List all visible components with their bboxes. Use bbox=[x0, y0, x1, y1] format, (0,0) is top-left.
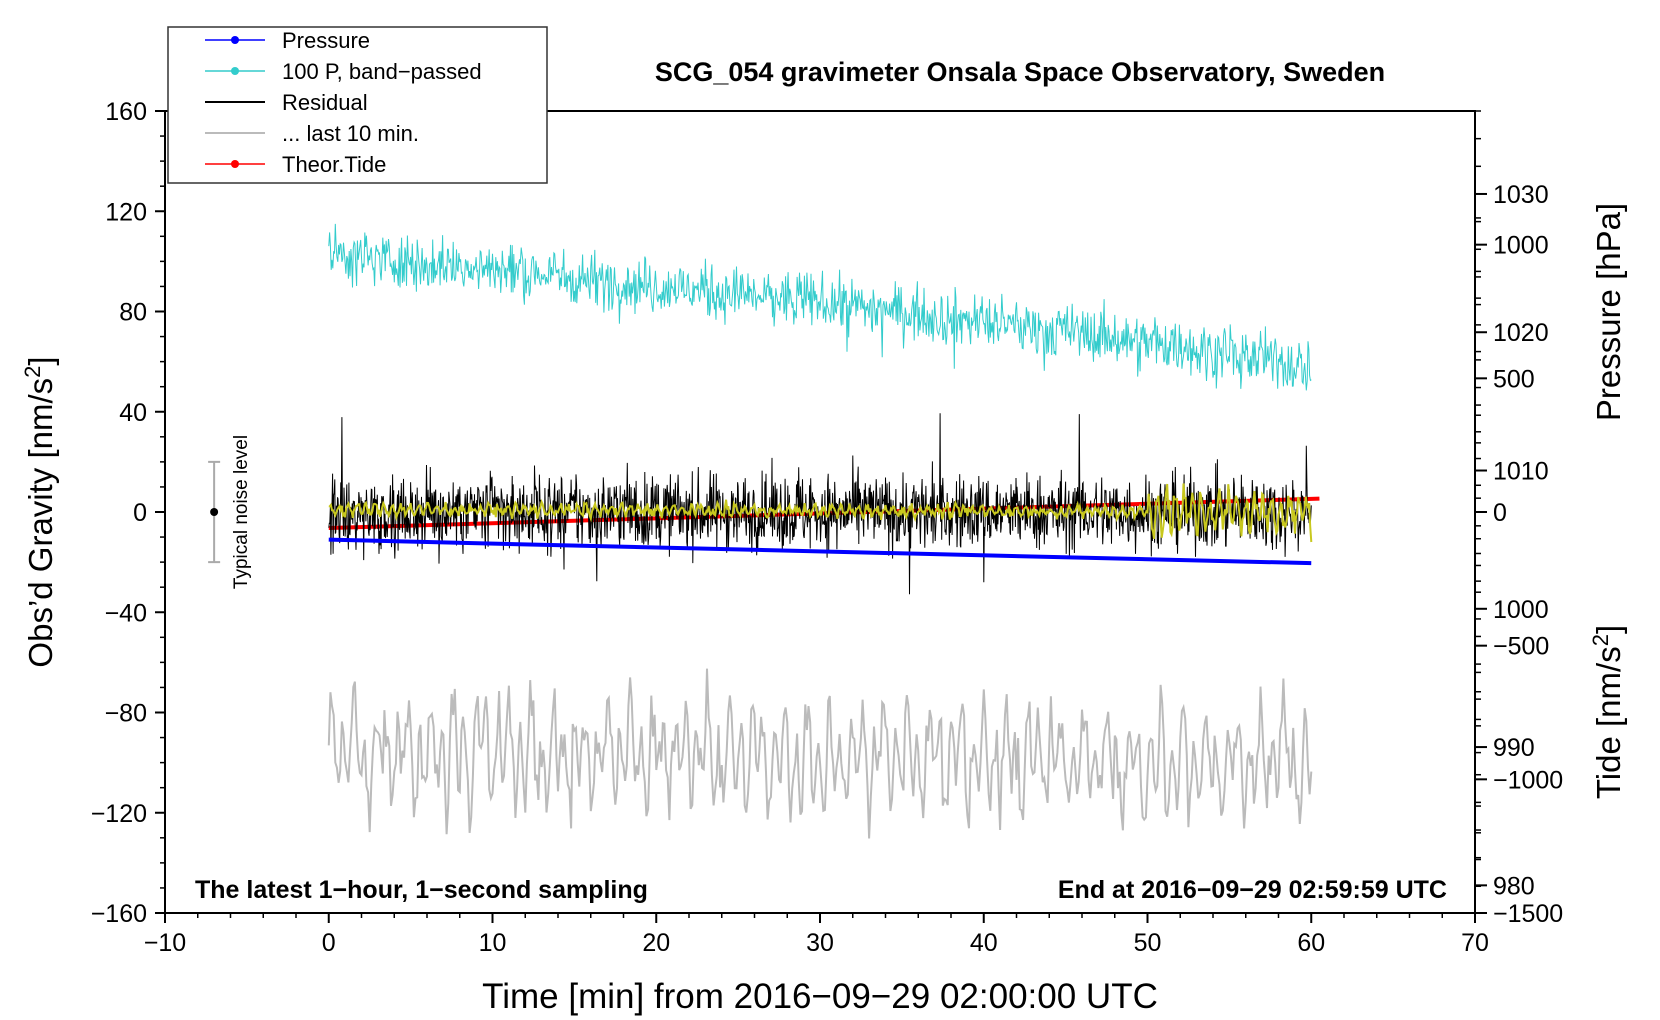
y-tick-label: −160 bbox=[91, 900, 147, 928]
x-tick-label: 70 bbox=[1461, 929, 1489, 957]
x-tick-label: 50 bbox=[1134, 929, 1162, 957]
annotation-sampling: The latest 1−hour, 1−second sampling bbox=[195, 876, 648, 904]
x-tick-label: 0 bbox=[322, 929, 336, 957]
legend-entry-theor-tide: Theor.Tide bbox=[205, 152, 386, 177]
y-tick-label: −40 bbox=[105, 599, 147, 627]
legend-entry-band-passed: 100 P, band−passed bbox=[205, 59, 482, 84]
y-axis-label-left: Obs’d Gravity [nm/s2] bbox=[20, 356, 59, 667]
tide-tick-label: −1000 bbox=[1493, 766, 1563, 794]
tide-tick-label: 500 bbox=[1493, 365, 1535, 393]
legend-label-residual: Residual bbox=[282, 90, 368, 115]
annotation-end-time: End at 2016−09−29 02:59:59 UTC bbox=[1058, 876, 1447, 904]
axes-layer: −10 0 10 20 30 40 50 60 7016012080400−40−80−120−… bbox=[91, 98, 1564, 957]
x-tick-label: 30 bbox=[806, 929, 834, 957]
pressure-tick-label: 1000 bbox=[1493, 596, 1549, 624]
pressure-tick-label: 1020 bbox=[1493, 319, 1549, 347]
series-band-passed bbox=[328, 223, 1312, 391]
legend-marker-theor-tide bbox=[231, 160, 239, 168]
y-tick-label: 80 bbox=[119, 299, 147, 327]
pressure-tick-label: 1030 bbox=[1493, 181, 1549, 209]
y-tick-label: −80 bbox=[105, 700, 147, 728]
series-residual-filtered bbox=[328, 483, 1313, 543]
x-tick-label: 40 bbox=[970, 929, 998, 957]
x-tick-label: −10 bbox=[144, 929, 186, 957]
chart-title: SCG_054 gravimeter Onsala Space Observat… bbox=[655, 57, 1385, 87]
pressure-tick-label: 1010 bbox=[1493, 458, 1549, 486]
legend-label-pressure: Pressure bbox=[282, 28, 370, 53]
legend-marker-band-passed bbox=[231, 67, 239, 75]
tide-tick-label: 0 bbox=[1493, 499, 1507, 527]
legend-entry-residual: Residual bbox=[205, 90, 368, 115]
y-tick-label: 0 bbox=[133, 499, 147, 527]
legend-marker-pressure bbox=[231, 36, 239, 44]
y-tick-label: −120 bbox=[91, 800, 147, 828]
data-layer bbox=[208, 223, 1320, 839]
y-axis-label-tide: Tide [nm/s2] bbox=[1588, 625, 1627, 799]
x-tick-label: 20 bbox=[642, 929, 670, 957]
y-tick-label: 160 bbox=[105, 98, 147, 126]
legend-label-band-passed: 100 P, band−passed bbox=[282, 59, 482, 84]
legend-entry-pressure: Pressure bbox=[205, 28, 370, 53]
y-axis-label-pressure: Pressure [hPa] bbox=[1590, 203, 1627, 421]
tide-tick-label: −500 bbox=[1493, 633, 1549, 661]
pressure-tick-label: 980 bbox=[1493, 872, 1535, 900]
x-tick-label: 60 bbox=[1297, 929, 1325, 957]
noise-level-label: Typical noise level bbox=[231, 435, 252, 589]
x-tick-label: 10 bbox=[479, 929, 507, 957]
noise-bar-center bbox=[210, 508, 219, 516]
tide-tick-label: 1000 bbox=[1493, 232, 1549, 260]
x-axis-label: Time [min] from 2016−09−29 02:00:00 UTC bbox=[482, 977, 1158, 1016]
legend-entry-last-10-min: ... last 10 min. bbox=[205, 121, 419, 146]
legend: Pressure 100 P, band−passed Residual ...… bbox=[167, 26, 548, 184]
series-last-10-min bbox=[327, 668, 1313, 839]
pressure-tick-label: 990 bbox=[1493, 734, 1535, 762]
series-pressure bbox=[328, 537, 1312, 566]
legend-box bbox=[167, 26, 548, 184]
legend-label-theor-tide: Theor.Tide bbox=[282, 152, 386, 177]
y-tick-label: 40 bbox=[119, 399, 147, 427]
tide-tick-label: −1500 bbox=[1493, 900, 1563, 928]
series-residual bbox=[328, 413, 1312, 595]
legend-label-last-10-min: ... last 10 min. bbox=[282, 121, 419, 146]
y-tick-label: 120 bbox=[105, 198, 147, 226]
